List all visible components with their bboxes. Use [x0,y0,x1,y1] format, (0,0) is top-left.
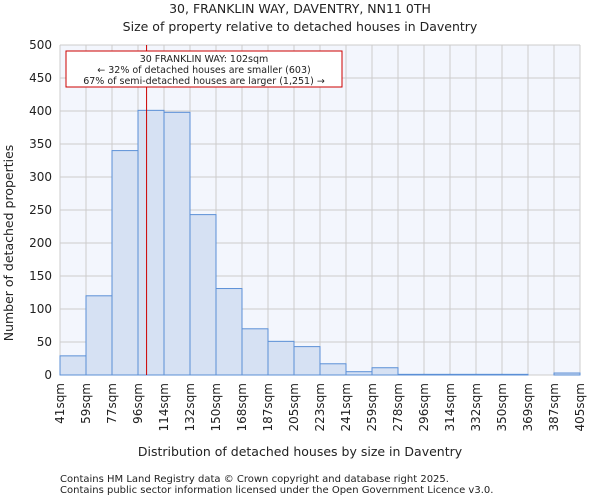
x-tick-label: 150sqm [209,383,223,431]
histogram-bar [137,109,165,376]
histogram-bar [553,372,581,376]
x-tick-label: 187sqm [261,383,275,431]
y-tick-label: 200 [29,236,52,250]
histogram-bar [293,346,321,376]
histogram-bar [59,355,87,376]
x-tick-label: 59sqm [79,383,93,424]
annotation-box: 30 FRANKLIN WAY: 102sqm ← 32% of detache… [65,50,343,88]
y-tick-label: 300 [29,170,52,184]
y-axis-label: Number of detached properties [1,145,16,342]
annotation-line: 30 FRANKLIN WAY: 102sqm [140,54,269,65]
x-tick-label: 387sqm [547,383,561,431]
y-tick-label: 100 [29,302,52,316]
histogram-bar [501,373,529,376]
histogram-bar [85,295,113,376]
x-tick-label: 77sqm [105,383,119,424]
x-tick-label: 259sqm [365,383,379,431]
x-tick-label: 132sqm [183,383,197,431]
x-tick-label: 41sqm [53,383,67,424]
y-tick-label: 350 [29,137,52,151]
y-tick-label: 250 [29,203,52,217]
x-tick-label: 223sqm [313,383,327,431]
chart-subtitle: Size of property relative to detached ho… [123,19,478,34]
y-tick-label: 150 [29,269,52,283]
x-tick-label: 369sqm [521,383,535,431]
histogram-bar [189,214,217,376]
annotation-line: ← 32% of detached houses are smaller (60… [97,65,310,76]
histogram-bar [111,150,139,376]
x-tick-label: 114sqm [157,383,171,431]
x-tick-label: 278sqm [391,383,405,431]
x-tick-label: 350sqm [495,383,509,431]
y-tick-label: 50 [37,335,52,349]
histogram-bar [423,373,451,376]
footer-line: Contains public sector information licen… [60,485,493,496]
histogram-bar [397,373,425,376]
x-tick-label: 332sqm [469,383,483,431]
x-tick-label: 205sqm [287,383,301,431]
x-tick-label: 296sqm [417,383,431,431]
y-tick-label: 450 [29,71,52,85]
x-tick-label: 168sqm [235,383,249,431]
x-tick-label: 96sqm [131,383,145,424]
x-tick-label: 241sqm [339,383,353,431]
histogram-bar [345,371,373,376]
histogram-bar [267,340,295,376]
histogram-bar [371,367,399,376]
histogram-bar [319,363,347,376]
y-tick-label: 500 [29,38,52,52]
y-tick-label: 0 [44,368,52,382]
histogram-bar [241,328,269,376]
histogram-bar [215,288,243,376]
x-tick-label: 314sqm [443,383,457,431]
chart-title: 30, FRANKLIN WAY, DAVENTRY, NN11 0TH [169,1,431,16]
footer-line: Contains HM Land Registry data © Crown c… [60,474,449,485]
x-tick-label: 405sqm [573,383,587,431]
x-axis-label: Distribution of detached houses by size … [138,444,463,459]
annotation-line: 67% of semi-detached houses are larger (… [83,76,325,87]
histogram-bar [475,373,503,376]
histogram-bar [163,111,191,376]
histogram-bar [449,373,477,376]
y-tick-label: 400 [29,104,52,118]
